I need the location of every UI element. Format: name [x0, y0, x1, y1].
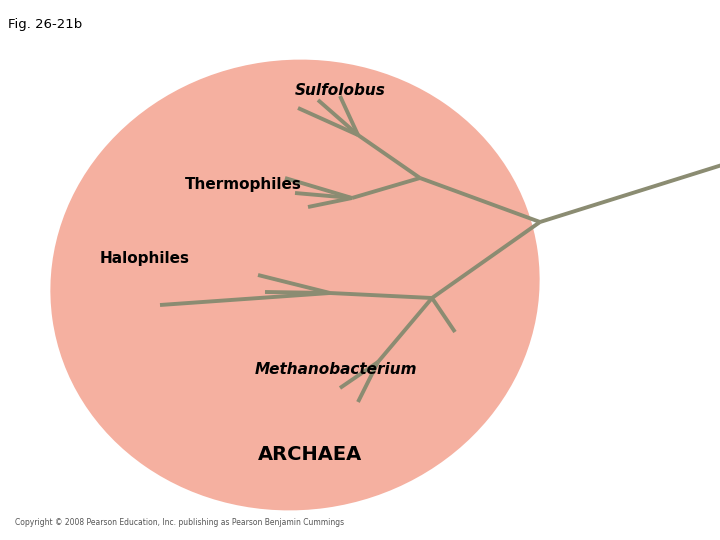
Text: Methanobacterium: Methanobacterium — [255, 362, 418, 377]
Text: Fig. 26-21b: Fig. 26-21b — [8, 18, 82, 31]
Text: Halophiles: Halophiles — [100, 251, 190, 266]
Text: ARCHAEA: ARCHAEA — [258, 446, 362, 464]
Text: Copyright © 2008 Pearson Education, Inc. publishing as Pearson Benjamin Cummings: Copyright © 2008 Pearson Education, Inc.… — [15, 518, 344, 527]
Text: Sulfolobus: Sulfolobus — [295, 83, 386, 98]
Ellipse shape — [50, 59, 539, 510]
Text: Thermophiles: Thermophiles — [185, 178, 302, 192]
